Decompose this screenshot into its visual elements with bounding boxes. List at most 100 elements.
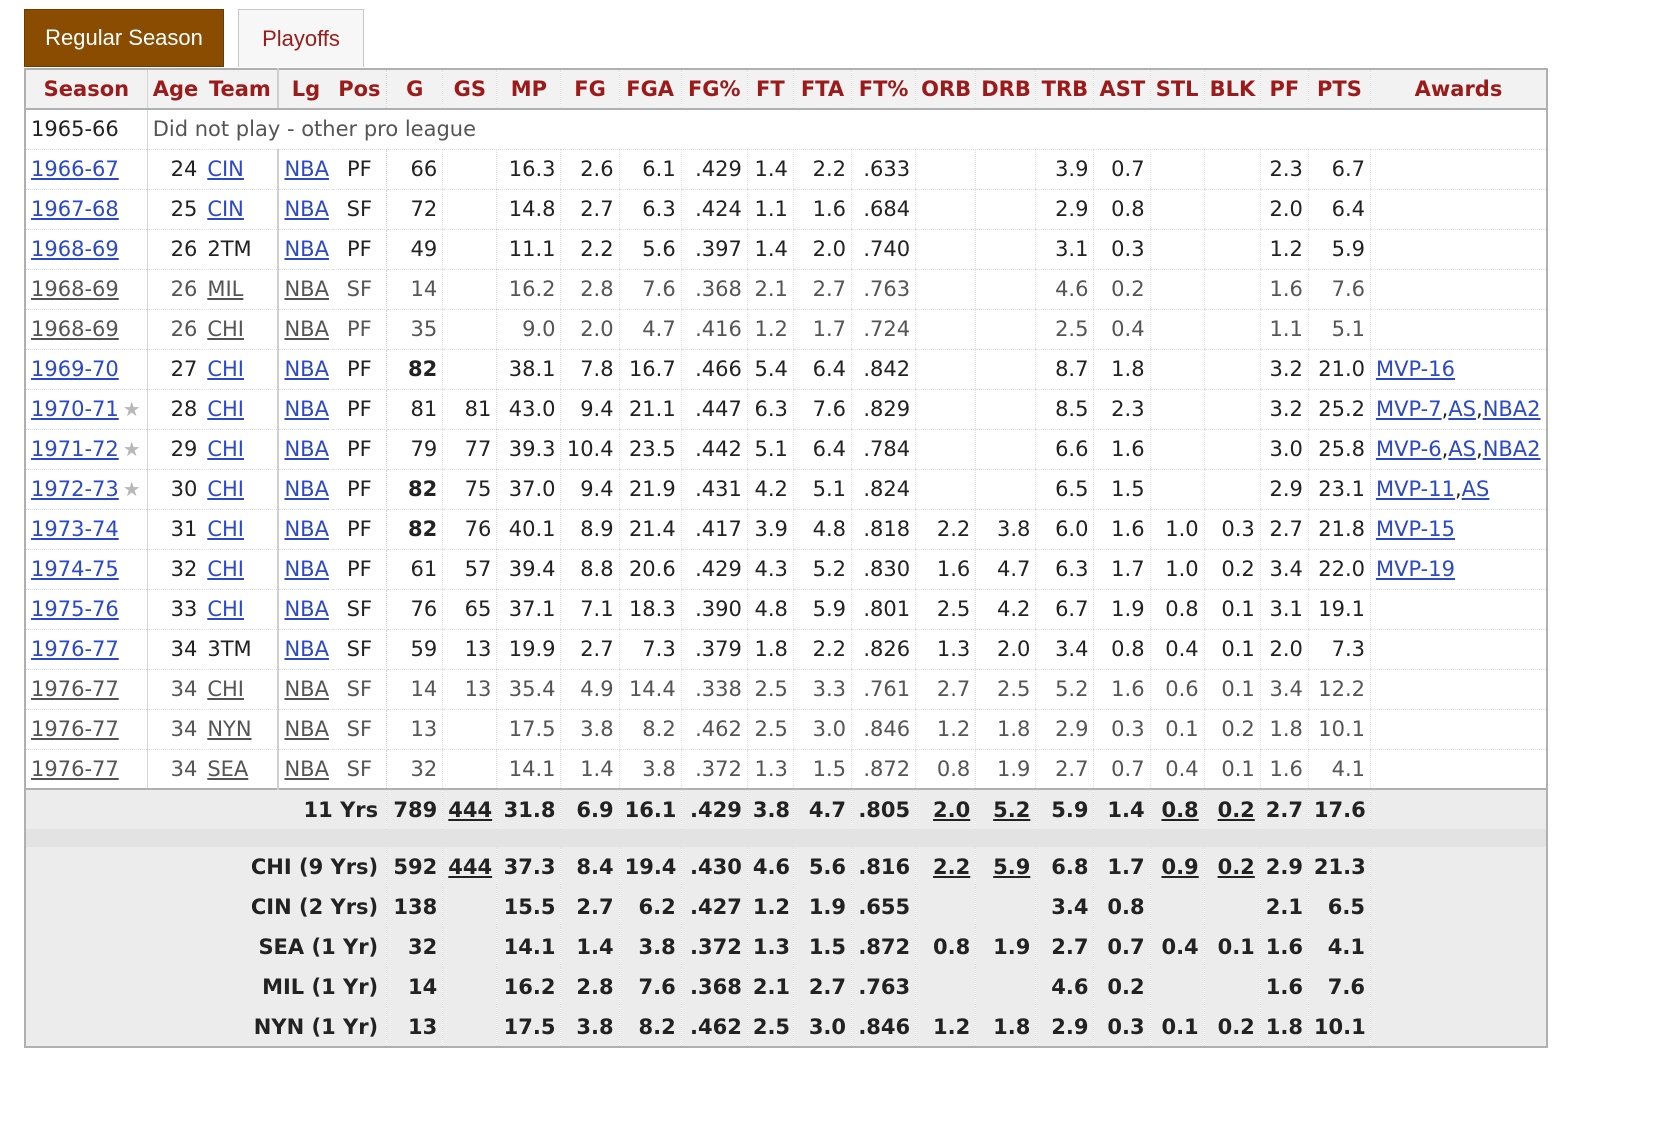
col-header-awards[interactable]: Awards <box>1369 69 1547 110</box>
award-link[interactable]: MVP-11 <box>1375 477 1455 501</box>
col-header-ft-pct[interactable]: FT% <box>851 69 916 110</box>
season-link[interactable]: 1966-67 <box>31 157 119 181</box>
leader-value[interactable]: 444 <box>448 855 493 879</box>
col-header-ft[interactable]: FT <box>746 69 794 110</box>
league-link[interactable]: NBA <box>284 597 329 621</box>
team-link[interactable]: SEA <box>207 756 249 781</box>
award-link[interactable]: AS <box>1448 397 1476 421</box>
league-link[interactable]: NBA <box>284 637 329 661</box>
col-header-fg[interactable]: FG <box>560 69 620 110</box>
season-link[interactable]: 1973-74 <box>31 517 119 541</box>
stat-orb: 1.6 <box>915 549 976 590</box>
league-link[interactable]: NBA <box>284 717 329 741</box>
award-link[interactable]: MVP-6 <box>1375 437 1442 461</box>
season-link[interactable]: 1969-70 <box>31 357 119 381</box>
league-link[interactable]: NBA <box>284 277 329 301</box>
season-link[interactable]: 1974-75 <box>31 557 119 581</box>
team-link[interactable]: MIL <box>207 277 244 301</box>
season-link[interactable]: 1968-69 <box>31 237 119 261</box>
col-header-fga[interactable]: FGA <box>618 69 682 110</box>
team-link[interactable]: CIN <box>207 157 244 181</box>
league-link[interactable]: NBA <box>284 477 329 501</box>
col-header-trb[interactable]: TRB <box>1035 69 1094 110</box>
award-link[interactable]: MVP-7 <box>1375 397 1442 421</box>
league-link[interactable]: NBA <box>284 677 329 701</box>
col-header-mp[interactable]: MP <box>496 69 561 110</box>
age-cell: 29 <box>147 429 203 470</box>
season-link[interactable]: 1975-76 <box>31 597 119 621</box>
league-link[interactable]: NBA <box>284 437 329 461</box>
col-header-pf[interactable]: PF <box>1259 69 1309 110</box>
stat-ast: 1.7 <box>1093 847 1151 887</box>
team-link[interactable]: CHI <box>207 317 244 341</box>
col-header-ast[interactable]: AST <box>1093 69 1151 110</box>
award-link[interactable]: MVP-15 <box>1375 517 1455 541</box>
col-header-team[interactable]: Team <box>202 69 280 110</box>
league-link[interactable]: NBA <box>284 237 329 261</box>
leader-value[interactable]: 0.8 <box>1161 797 1199 822</box>
leader-value[interactable]: 0.2 <box>1217 797 1255 822</box>
col-header-fg-pct[interactable]: FG% <box>680 69 748 110</box>
col-header-blk[interactable]: BLK <box>1203 69 1261 110</box>
league-link[interactable]: NBA <box>284 517 329 541</box>
team-link[interactable]: CIN <box>207 197 244 221</box>
col-header-pts[interactable]: PTS <box>1307 69 1371 110</box>
col-header-gs[interactable]: GS <box>442 69 497 110</box>
league-link[interactable]: NBA <box>284 197 329 221</box>
leader-value[interactable]: 444 <box>448 797 493 822</box>
col-header-pos[interactable]: Pos <box>332 69 388 110</box>
award-link[interactable]: NBA2 <box>1482 437 1541 461</box>
col-header-age[interactable]: Age <box>147 69 203 110</box>
season-link[interactable]: 1968-69 <box>31 317 119 341</box>
season-link[interactable]: 1976-77 <box>31 677 119 701</box>
league-link[interactable]: NBA <box>284 357 329 381</box>
team-link[interactable]: CHI <box>207 357 244 381</box>
season-link[interactable]: 1972-73 <box>31 477 119 501</box>
season-link[interactable]: 1968-69 <box>31 277 119 301</box>
award-link[interactable]: AS <box>1461 477 1490 501</box>
leader-value[interactable]: 5.9 <box>993 855 1031 879</box>
team-link[interactable]: CHI <box>207 677 244 701</box>
age-cell: 27 <box>147 349 203 390</box>
col-header-g[interactable]: G <box>386 69 443 110</box>
team-link[interactable]: CHI <box>207 557 244 581</box>
leader-value[interactable]: 0.2 <box>1217 855 1255 879</box>
col-header-drb[interactable]: DRB <box>975 69 1036 110</box>
stat-fg: 2.6 <box>560 149 620 190</box>
leader-value[interactable]: 5.2 <box>993 797 1031 822</box>
season-link[interactable]: 1976-77 <box>31 717 119 741</box>
leader-value[interactable]: 2.0 <box>933 797 971 822</box>
league-link[interactable]: NBA <box>284 756 329 781</box>
leader-value[interactable]: 0.9 <box>1161 855 1199 879</box>
col-header-stl[interactable]: STL <box>1149 69 1205 110</box>
team-link[interactable]: NYN <box>207 717 252 741</box>
league-link[interactable]: NBA <box>284 557 329 581</box>
award-link[interactable]: MVP-19 <box>1375 557 1455 581</box>
season-link[interactable]: 1976-77 <box>31 637 119 661</box>
award-link[interactable]: AS <box>1448 437 1476 461</box>
season-link[interactable]: 1971-72 <box>31 437 119 461</box>
league-link[interactable]: NBA <box>284 317 329 341</box>
team-link[interactable]: CHI <box>207 477 244 501</box>
award-link[interactable]: NBA2 <box>1482 397 1541 421</box>
team-link[interactable]: CHI <box>207 517 244 541</box>
stat-fga: 3.8 <box>618 927 682 967</box>
league-link[interactable]: NBA <box>284 397 329 421</box>
season-link[interactable]: 1967-68 <box>31 197 119 221</box>
col-header-orb[interactable]: ORB <box>915 69 976 110</box>
stat-mp: 9.0 <box>496 309 561 350</box>
team-link[interactable]: CHI <box>207 597 244 621</box>
tab-regular-season[interactable]: Regular Season <box>24 9 224 67</box>
col-header-lg[interactable]: Lg <box>278 69 333 110</box>
leader-value[interactable]: 2.2 <box>933 855 971 879</box>
team-link[interactable]: CHI <box>207 397 244 421</box>
season-link[interactable]: 1970-71 <box>31 397 119 421</box>
team-link[interactable]: CHI <box>207 437 244 461</box>
tab-playoffs[interactable]: Playoffs <box>238 9 364 67</box>
col-header-fta[interactable]: FTA <box>792 69 852 110</box>
stat-ast: 1.5 <box>1093 469 1151 510</box>
col-header-season[interactable]: Season <box>25 69 148 110</box>
season-link[interactable]: 1976-77 <box>31 756 119 781</box>
award-link[interactable]: MVP-16 <box>1375 357 1455 381</box>
league-link[interactable]: NBA <box>284 157 329 181</box>
